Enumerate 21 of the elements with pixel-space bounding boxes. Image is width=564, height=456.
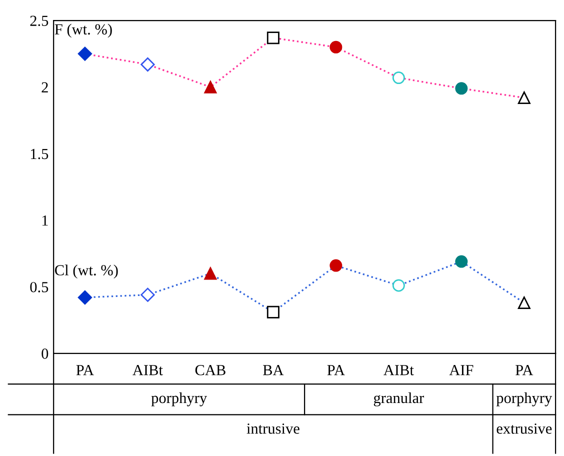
series-label: Cl (wt. %)	[55, 264, 118, 279]
y-tick-label: 0.5	[30, 282, 48, 292]
y-tick-label: 1	[42, 215, 48, 226]
x-tick-label: PA	[327, 365, 345, 376]
x-tick-label: AIBt	[132, 365, 163, 376]
y-tick-label: 2	[42, 82, 48, 92]
text: granular	[374, 392, 424, 406]
x-tick-label: PA	[76, 365, 94, 376]
y-tick-label: 2.5	[30, 16, 48, 26]
y-tick-label: 0	[42, 348, 48, 359]
text: intrusive	[246, 424, 300, 434]
x-tick-label: AIBt	[384, 365, 414, 376]
text: porphyry	[496, 392, 552, 406]
series-label: F (wt. %)	[54, 24, 112, 38]
x-tick-label: PA	[516, 365, 534, 376]
x-tick-label: BA	[263, 365, 284, 376]
y-tick-label: 1.5	[30, 148, 48, 160]
x-tick-label: AIF	[449, 365, 474, 376]
text: porphyry	[151, 392, 208, 406]
text: extrusive	[496, 424, 552, 434]
x-tick-label: CAB	[195, 364, 226, 376]
